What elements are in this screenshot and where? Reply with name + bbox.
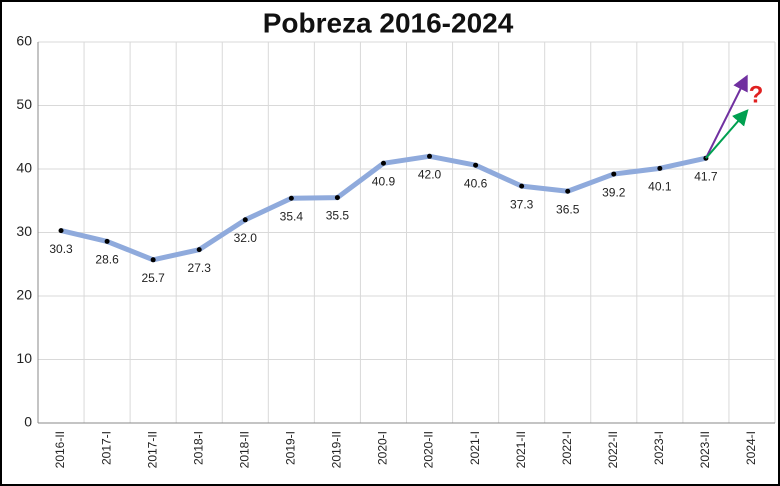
data-label: 35.4 <box>280 209 304 223</box>
data-point <box>427 153 433 159</box>
y-tick-label: 50 <box>16 96 32 112</box>
data-label: 41.7 <box>694 169 718 183</box>
y-tick-label: 30 <box>16 223 32 239</box>
data-label: 36.5 <box>556 202 580 216</box>
data-point <box>288 195 294 201</box>
data-point <box>473 162 479 168</box>
data-point <box>657 165 663 171</box>
data-point <box>58 228 64 234</box>
data-label: 39.2 <box>602 185 626 199</box>
data-label: 40.1 <box>648 180 672 194</box>
y-tick-label: 10 <box>16 350 32 366</box>
data-point <box>519 183 525 189</box>
y-tick-label: 20 <box>16 287 32 303</box>
data-point <box>104 238 110 244</box>
data-label: 40.9 <box>372 174 396 188</box>
arrow <box>705 109 749 159</box>
data-label: 42.0 <box>418 167 442 181</box>
annotation: ? <box>749 82 764 109</box>
x-tick-label: 2024-I <box>744 431 758 465</box>
data-point <box>334 195 340 201</box>
y-tick-label: 60 <box>16 33 32 49</box>
x-tick-label: 2021-II <box>514 431 528 468</box>
data-point <box>150 257 156 263</box>
data-point <box>565 188 571 194</box>
data-label: 27.3 <box>188 261 212 275</box>
data-point <box>196 247 202 253</box>
x-tick-label: 2017-II <box>145 431 159 468</box>
chart-title: Pobreza 2016-2024 <box>263 7 514 38</box>
data-label: 37.3 <box>510 197 534 211</box>
x-tick-label: 2023-I <box>652 431 666 465</box>
data-label: 35.5 <box>326 209 350 223</box>
x-tick-label: 2018-I <box>191 431 205 465</box>
arrow <box>705 74 748 159</box>
x-tick-label: 2022-II <box>606 431 620 468</box>
x-tick-label: 2016-II <box>53 431 67 468</box>
x-tick-label: 2019-II <box>330 431 344 468</box>
y-tick-label: 0 <box>24 414 32 430</box>
data-point <box>242 217 248 223</box>
data-label: 30.3 <box>49 242 73 256</box>
x-tick-label: 2018-II <box>237 431 251 468</box>
data-label: 32.0 <box>234 231 258 245</box>
x-tick-label: 2021-I <box>468 431 482 465</box>
data-point <box>611 171 617 177</box>
data-point <box>380 160 386 166</box>
y-tick-label: 40 <box>16 160 32 176</box>
data-label: 40.6 <box>464 176 488 190</box>
x-tick-label: 2022-I <box>560 431 574 465</box>
data-label: 28.6 <box>95 253 119 267</box>
x-tick-label: 2023-II <box>698 431 712 468</box>
x-tick-label: 2020-II <box>422 431 436 468</box>
x-tick-label: 2019-I <box>284 431 298 465</box>
x-tick-label: 2020-I <box>376 431 390 465</box>
data-label: 25.7 <box>141 271 165 285</box>
x-tick-label: 2017-I <box>99 431 113 465</box>
